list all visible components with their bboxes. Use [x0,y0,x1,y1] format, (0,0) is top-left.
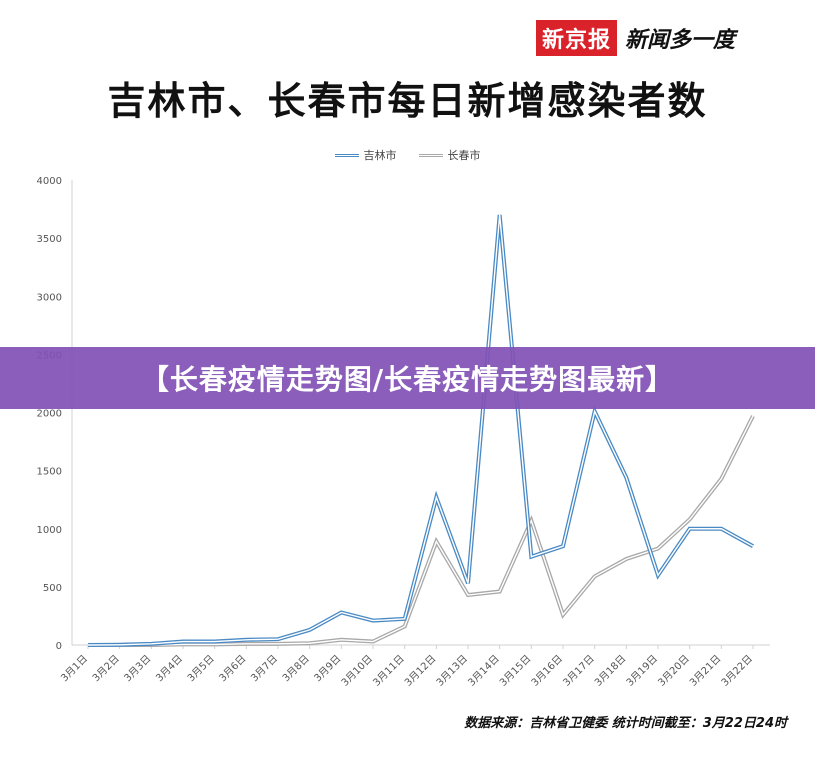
x-tick-label: 3月1日 [58,653,90,685]
x-tick-label: 3月22日 [719,653,755,689]
y-tick-label: 1000 [37,525,62,536]
x-tick-label: 3月20日 [656,653,692,689]
x-tick-label: 3月5日 [185,653,217,685]
x-tick-label: 3月7日 [248,653,280,685]
x-tick-label: 3月15日 [497,653,533,689]
legend-label-changchun: 长春市 [447,149,481,162]
x-tick-label: 3月11日 [371,653,407,689]
x-tick-label: 3月9日 [312,653,344,685]
legend-swatch-changchun [418,153,443,157]
legend-item-jilin: 吉林市 [334,147,397,163]
x-tick-label: 3月16日 [529,653,565,689]
chart-legend: 吉林市 长春市 [0,147,815,163]
x-tick-label: 3月13日 [434,653,470,689]
y-tick-label: 3500 [37,234,62,245]
title-banner: 【长春疫情走势图/长春疫情走势图最新】 [0,347,815,409]
source-note: 数据来源：吉林省卫健委 统计时间截至：3月22日24时 [464,716,787,731]
chart-title: 吉林市、长春市每日新增感染者数 [107,79,708,123]
y-tick-label: 500 [43,583,62,594]
y-tick-label: 0 [56,641,62,652]
x-tick-label: 3月12日 [402,653,438,689]
y-tick-label: 4000 [37,176,62,187]
x-tick-label: 3月3日 [122,653,154,685]
brand-slogan: 新闻多一度 [625,28,736,53]
x-tick-label: 3月14日 [466,653,502,689]
brand-name: 新京报 [536,20,618,56]
series-line-changchun-outer [88,415,755,647]
x-tick-label: 3月6日 [217,653,249,685]
x-tick-label: 3月17日 [561,653,597,689]
y-tick-label: 1500 [37,467,62,478]
x-tick-label: 3月21日 [687,653,723,689]
legend-item-changchun: 长春市 [418,147,481,163]
x-tick-label: 3月18日 [592,653,628,689]
y-tick-label: 3000 [37,292,62,303]
brand-logo: 新京报 新闻多一度 [536,20,735,56]
legend-swatch-jilin [334,153,359,157]
x-tick-label: 3月8日 [280,653,312,685]
series-line-jilin-inner [87,214,754,646]
x-tick-label: 3月2日 [90,653,122,685]
series-line-changchun-inner [88,415,754,646]
x-tick-label: 3月4日 [153,653,185,685]
legend-label-jilin: 吉林市 [363,149,397,162]
y-tick-label: 2000 [37,409,62,420]
x-tick-label: 3月10日 [339,653,375,689]
x-tick-label: 3月19日 [624,653,660,689]
